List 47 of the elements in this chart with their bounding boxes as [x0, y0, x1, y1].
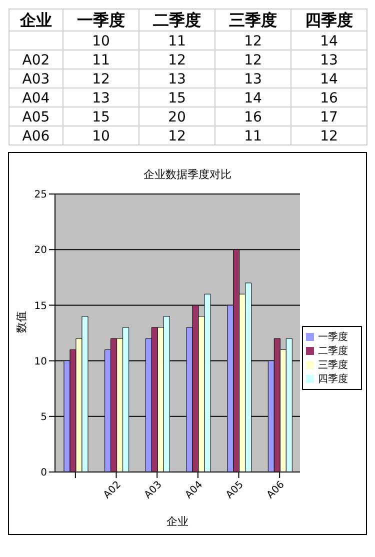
data-label: 11	[92, 52, 110, 68]
x-tick-label: 二季度	[153, 10, 201, 30]
data-label: 12	[244, 33, 262, 50]
y-tick-label: 0	[40, 468, 47, 479]
data-label: 16	[320, 90, 338, 106]
data-label: 14	[320, 33, 338, 50]
data-label: 13	[244, 71, 262, 88]
data-label: 13	[320, 52, 338, 68]
x-axis-title: 企业	[166, 515, 188, 528]
data-label: 17	[320, 109, 338, 126]
x-tick-label: 三季度	[229, 10, 277, 30]
legend-label: 二季度	[318, 346, 348, 357]
data-label: 10	[92, 33, 110, 50]
data-label: 12	[168, 52, 186, 68]
y-tick-label: 20	[34, 245, 47, 256]
data-label: 13	[92, 90, 110, 106]
y-tick-label: 15	[34, 300, 47, 312]
legend-label: 一季度	[318, 332, 348, 343]
y-tick-label: A02	[22, 52, 50, 68]
y-tick-label: A03	[22, 71, 50, 88]
data-label: 16	[244, 109, 262, 126]
y-axis-title: 数值	[14, 311, 28, 333]
data-label: 14	[320, 71, 338, 88]
x-tick-label: 一季度	[77, 10, 125, 30]
data-label: 15	[92, 109, 110, 126]
y-tick-label: A04	[22, 90, 50, 106]
x-tick-label: 四季度	[305, 10, 353, 30]
y-tick-label: 5	[40, 412, 47, 423]
data-label: 12	[92, 71, 110, 88]
data-label: 11	[168, 33, 186, 50]
data-label: 10	[92, 128, 110, 144]
y-tick-label: 25	[34, 190, 47, 201]
chart-title: 企业数据季度对比	[142, 167, 232, 182]
legend-label: 三季度	[318, 360, 348, 371]
data-label: 13	[168, 71, 186, 88]
data-label: 12	[320, 128, 338, 144]
data-label: 12	[244, 52, 262, 68]
y-tick-label: A06	[22, 128, 50, 144]
data-label: 20	[168, 109, 186, 126]
data-label: 11	[244, 128, 262, 144]
data-label: 12	[168, 128, 186, 144]
data-label: 14	[244, 90, 262, 106]
y-tick-label: 10	[34, 356, 47, 368]
data-label: 15	[168, 90, 186, 106]
y-tick-label: A05	[22, 109, 50, 126]
y-axis-title: 企业	[19, 10, 52, 30]
legend-label: 四季度	[318, 374, 348, 385]
